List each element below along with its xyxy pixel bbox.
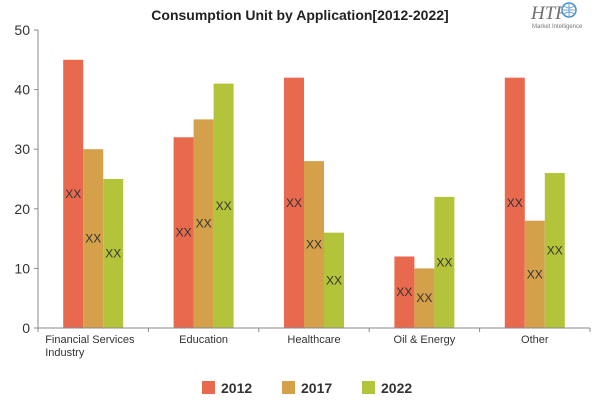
legend: 2012 2017 2022	[202, 380, 412, 396]
y-axis: 0 10 20 30 40 50	[14, 22, 39, 336]
data-label: XX	[396, 285, 412, 299]
bar-2017-0	[83, 149, 104, 328]
bar-2022-3	[434, 196, 455, 328]
bars: XX XX XX XX XX XX XX XX XX XX XX XX XX XX XX	[63, 59, 565, 329]
htf-logo: HTF Market Intelligence	[530, 2, 583, 30]
data-label: XX	[507, 196, 523, 210]
bar-2017-1	[193, 119, 214, 329]
bar-2017-2	[304, 161, 324, 328]
legend-swatch-2017	[282, 381, 295, 394]
bar-2022-1	[213, 83, 234, 328]
bar-2012-1	[173, 137, 194, 328]
data-label: XX	[196, 217, 212, 231]
data-label: XX	[416, 291, 432, 305]
bar-2022-2	[324, 232, 344, 328]
y-tick-label: 30	[14, 141, 30, 157]
bar-2017-4	[524, 220, 545, 328]
bar-2012-2	[284, 77, 304, 329]
data-label: XX	[105, 247, 121, 261]
data-label: XX	[326, 273, 342, 287]
bar-2022-0	[103, 179, 124, 328]
data-label: XX	[286, 196, 302, 210]
bar-2012-0	[63, 59, 84, 329]
legend-swatch-2022	[362, 381, 375, 394]
y-tick-label: 0	[22, 320, 30, 336]
logo-globe-lines-icon	[563, 4, 575, 16]
legend-label-2012: 2012	[221, 380, 252, 396]
x-category-label: Industry	[45, 347, 85, 359]
y-tick-label: 40	[14, 82, 30, 98]
chart-title: Consumption Unit by Application[2012-202…	[151, 7, 448, 23]
y-tick-label: 10	[14, 260, 30, 276]
legend-label-2017: 2017	[301, 380, 332, 396]
x-category-label: Financial Services	[45, 334, 135, 346]
legend-label-2022: 2022	[381, 380, 412, 396]
x-category-label: Healthcare	[287, 334, 340, 346]
bar-2012-3	[394, 256, 415, 328]
y-tick-label: 50	[14, 22, 30, 38]
logo-subtext: Market Intelligence	[532, 24, 583, 30]
data-label: XX	[436, 255, 452, 269]
data-label: XX	[85, 232, 101, 246]
legend-swatch-2012	[202, 381, 215, 394]
data-label: XX	[176, 226, 192, 240]
data-label: XX	[216, 199, 232, 213]
data-label: XX	[306, 238, 322, 252]
data-label: XX	[65, 187, 81, 201]
data-label: XX	[527, 267, 543, 281]
x-category-label: Education	[179, 334, 228, 346]
data-label: XX	[547, 244, 563, 258]
bar-2012-4	[504, 77, 525, 329]
bar-2022-4	[544, 173, 565, 328]
x-category-label: Other	[521, 334, 549, 346]
y-tick-label: 20	[14, 201, 30, 217]
bar-2017-3	[414, 268, 435, 328]
logo-text: HTF	[530, 3, 567, 24]
x-category-label: Oil & Energy	[394, 334, 456, 346]
